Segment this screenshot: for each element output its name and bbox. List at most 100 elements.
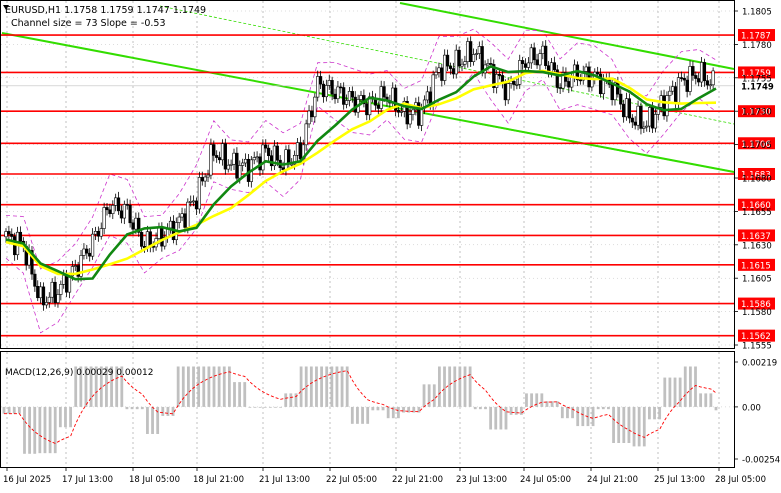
candle-body: [708, 84, 712, 87]
time-tick-label: 24 Jul 05:00: [520, 475, 571, 485]
candle-body: [333, 93, 337, 100]
macd-histogram-bar: [325, 366, 329, 407]
candle-body: [318, 76, 323, 85]
collapse-triangle-icon[interactable]: [3, 5, 9, 10]
candle-body: [567, 81, 571, 88]
candle-body: [73, 265, 77, 267]
macd-histogram-bar: [617, 406, 621, 444]
candle-body: [578, 79, 582, 82]
candle-body: [497, 73, 502, 76]
candle-body: [653, 114, 657, 129]
candle-body: [4, 231, 8, 238]
macd-histogram-bar: [391, 406, 395, 419]
candle-body: [342, 87, 346, 105]
macd-histogram-bar: [484, 406, 487, 410]
candle-body: [284, 149, 288, 170]
level-tag: [738, 66, 775, 79]
candle-body: [697, 78, 701, 83]
macd-histogram-bar: [381, 406, 385, 411]
candle-body: [535, 59, 539, 66]
macd-histogram-bar: [79, 366, 83, 407]
candle-body: [189, 201, 193, 203]
macd-histogram-bar: [105, 366, 108, 407]
price-axis[interactable]: 1.18051.17801.17551.17301.17051.16801.16…: [734, 8, 772, 352]
candle-body: [7, 231, 11, 235]
macd-histogram-bar: [397, 406, 400, 419]
macd-histogram-bar: [448, 366, 452, 407]
macd-histogram-bar: [330, 366, 334, 407]
candle-body: [90, 233, 95, 257]
time-axis[interactable]: 16 Jul 2025 17 Jul 13:00 18 Jul 05:00 18 Ju…: [3, 467, 766, 485]
macd-histogram-bar: [340, 366, 344, 407]
macd-histogram-bar: [627, 406, 631, 444]
candle-body: [122, 204, 126, 219]
price-tick-label: 1.1605: [742, 275, 772, 285]
candle-body: [79, 255, 83, 277]
macd-histogram-bar: [704, 393, 708, 407]
candle-body: [59, 284, 63, 295]
candle-body: [451, 68, 455, 75]
macd-histogram-bar: [581, 406, 585, 427]
time-tick-label: 24 Jul 21:00: [587, 475, 638, 485]
time-tick-label: 22 Jul 21:00: [392, 475, 443, 485]
macd-histogram-bar: [545, 401, 549, 407]
price-tick-label: 1.1780: [742, 41, 772, 51]
level-tag: [738, 29, 775, 42]
macd-histogram-bar: [571, 406, 574, 419]
macd-histogram-bar: [166, 406, 170, 416]
candle-body: [671, 86, 675, 92]
macd-histogram-bar: [38, 406, 42, 454]
candle-body: [330, 80, 334, 95]
candle-body: [336, 86, 340, 100]
candle-body: [41, 286, 46, 306]
channel-lower-segment: [469, 121, 735, 173]
candle-body: [434, 71, 438, 76]
macd-histogram-bar: [366, 406, 370, 424]
candle-body: [70, 266, 74, 277]
macd-histogram-bar: [540, 393, 544, 407]
macd-histogram-bar: [601, 406, 605, 410]
candle-body: [466, 41, 470, 62]
candle-body: [480, 46, 484, 74]
price-channel: [1, 2, 735, 173]
candle-body: [108, 209, 112, 214]
candle-body: [642, 126, 646, 129]
candle-body: [365, 103, 369, 116]
candle-body: [350, 91, 354, 98]
candle-body: [622, 103, 626, 118]
level-label: 1.1660: [741, 201, 771, 211]
macd-histogram-bar: [202, 366, 206, 407]
candle-body: [281, 167, 285, 170]
macd-histogram-bar: [494, 406, 498, 430]
candle-body: [711, 70, 715, 86]
candle-body: [295, 142, 300, 156]
price-tick-label: 1.1555: [742, 342, 772, 352]
candle-body: [310, 110, 314, 118]
macd-histogram-bar: [263, 406, 267, 408]
candle-body: [116, 197, 121, 212]
candle-body: [399, 111, 404, 113]
macd-histogram-bar: [350, 406, 354, 424]
candle-body: [125, 204, 129, 206]
candle-body: [62, 275, 66, 285]
macd-histogram-bar: [227, 366, 231, 407]
macd-histogram-bar: [596, 406, 600, 410]
candle-body: [431, 74, 435, 105]
candle-body: [105, 207, 109, 211]
macd-histogram-bar: [468, 366, 472, 407]
macd-histogram-bar: [653, 406, 656, 420]
candle-body: [549, 62, 554, 72]
candle-body: [339, 86, 343, 89]
candle-body: [131, 222, 135, 230]
candle-body: [648, 107, 652, 127]
candle-body: [82, 248, 86, 256]
macd-histogram-bar: [417, 406, 421, 413]
candle-body: [215, 155, 219, 158]
candle-body: [347, 91, 352, 101]
time-tick-label: 28 Jul 05:00: [715, 475, 766, 485]
candle-body: [636, 105, 640, 126]
price-tick-label: 1.1730: [742, 108, 772, 118]
time-tick-label: 25 Jul 13:00: [654, 475, 705, 485]
candle-body: [584, 66, 588, 72]
candle-body: [408, 114, 412, 125]
